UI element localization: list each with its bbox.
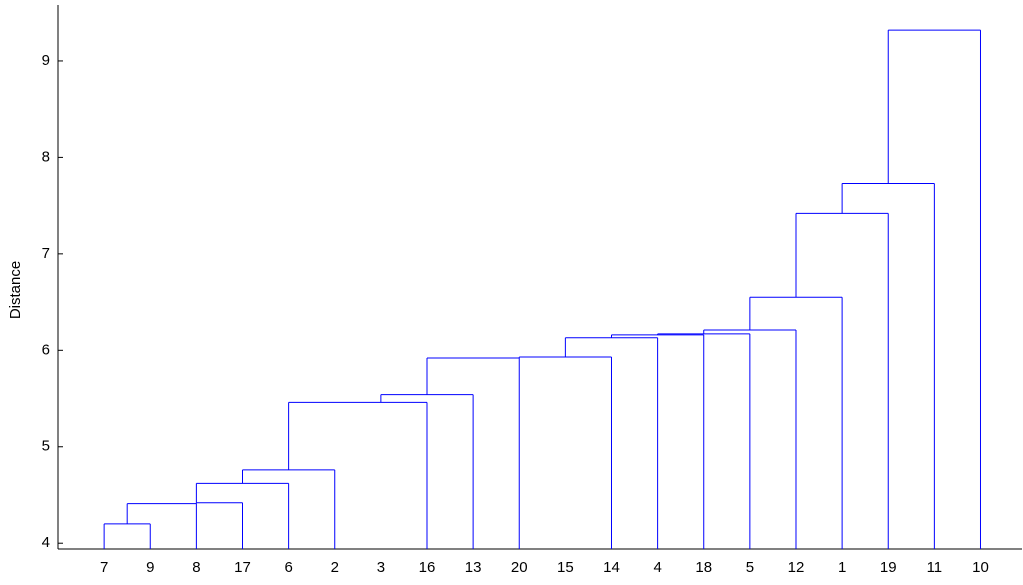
x-tick-label: 2 (331, 559, 339, 576)
x-tick-label: 1 (838, 559, 846, 576)
x-tick-label: 11 (927, 559, 943, 576)
x-tick-label: 16 (419, 559, 436, 576)
x-tick-label: 8 (192, 559, 200, 576)
x-tick-label: 5 (746, 559, 754, 576)
y-tick-label: 5 (42, 438, 50, 455)
y-tick-label: 6 (42, 341, 50, 358)
x-tick-label: 9 (146, 559, 154, 576)
y-tick-label: 7 (42, 245, 50, 262)
x-tick-label: 15 (557, 559, 574, 576)
x-tick-label: 6 (284, 559, 292, 576)
y-tick-label: 8 (42, 148, 50, 165)
x-tick-label: 19 (880, 559, 897, 576)
y-tick-label: 9 (42, 52, 50, 69)
x-tick-label: 18 (695, 559, 712, 576)
x-tick-label: 3 (377, 559, 385, 576)
x-tick-label: 7 (100, 559, 108, 576)
x-tick-label: 13 (465, 559, 482, 576)
y-axis-label: Distance (7, 261, 24, 319)
x-tick-label: 12 (788, 559, 805, 576)
x-tick-label: 20 (511, 559, 528, 576)
x-tick-label: 10 (972, 559, 989, 576)
x-tick-label: 17 (234, 559, 251, 576)
x-tick-label: 4 (653, 559, 661, 576)
x-tick-label: 14 (603, 559, 620, 576)
y-tick-label: 4 (42, 534, 50, 551)
